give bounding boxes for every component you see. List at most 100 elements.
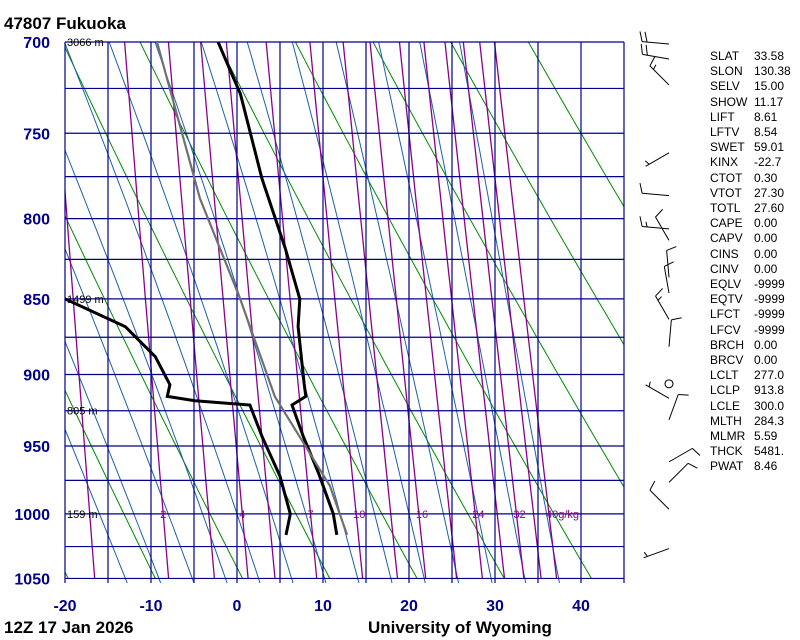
index-key: CINV xyxy=(710,261,739,276)
x-tick-label: 40 xyxy=(572,598,590,615)
mixing-ratio-line xyxy=(493,42,558,579)
index-key: LFCT xyxy=(710,307,740,322)
index-key: SLAT xyxy=(710,49,740,63)
wind-barb-flag xyxy=(640,43,643,55)
index-row: KINX -22.7 xyxy=(710,155,791,170)
x-tick-label: 10 xyxy=(314,598,332,615)
y-tick-label: 800 xyxy=(23,212,50,229)
mixing-ratio-label: 16 xyxy=(416,509,428,521)
wind-barb-staff xyxy=(642,226,670,230)
index-key: SELV xyxy=(710,79,740,94)
index-row: LCLT 277.0 xyxy=(710,368,791,383)
wind-barb-staff xyxy=(668,319,672,347)
wind-barb-flag xyxy=(645,44,648,56)
wind-barb-staff xyxy=(642,53,670,60)
index-key: KINX xyxy=(710,155,739,170)
index-row: CINV 0.00 xyxy=(710,262,791,277)
index-value: 0.00 xyxy=(754,231,778,246)
index-value: 0.00 xyxy=(754,337,778,352)
moist-adiabat xyxy=(291,42,426,583)
mixing-ratio-label: 4 xyxy=(239,509,245,521)
mixing-ratio-line xyxy=(398,42,458,579)
index-key: MLTH xyxy=(710,413,742,428)
height-label: 3066 m xyxy=(67,37,104,49)
y-tick-label: 1000 xyxy=(14,507,50,524)
index-key: LFCV xyxy=(710,322,741,337)
wind-barb-staff xyxy=(645,152,670,167)
index-row: LFTV 8.54 xyxy=(710,125,791,140)
labels: 700 750 800 850 900 950 1000 1050-20 -10 0 10 20 30 4… xyxy=(14,35,590,615)
index-value: 33.58 xyxy=(754,49,785,63)
index-value: 59.01 xyxy=(754,140,785,155)
wind-barb-flag xyxy=(649,56,656,67)
parcel-line xyxy=(155,42,349,536)
wind-barb-flag xyxy=(692,448,701,456)
y-tick-label: 950 xyxy=(23,439,50,456)
dry-adiabat xyxy=(294,42,592,579)
station-title: 47807 Fukuoka xyxy=(4,14,126,33)
height-label: 159 m xyxy=(67,509,98,521)
wind-barb-flag xyxy=(639,216,643,227)
index-row: SLAT 33.58 xyxy=(710,49,791,64)
wind-barb-flag xyxy=(671,317,682,321)
mixing-ratio-line xyxy=(65,182,96,579)
index-value: 27.30 xyxy=(754,185,785,200)
wind-barb-staff xyxy=(655,295,670,320)
index-key: SLON xyxy=(710,64,743,79)
x-tick-label: 20 xyxy=(400,598,418,615)
wind-barb-flag xyxy=(655,209,664,218)
background-lines xyxy=(0,23,624,583)
wind-barb-staff xyxy=(649,65,670,86)
mixing-ratio-line xyxy=(123,42,170,579)
index-value: 300.0 xyxy=(754,398,785,413)
index-key: BRCV xyxy=(710,353,744,368)
indices-panel: SLAT 33.58 SLON 130.38 SELV 15.00 SHOW 11.17 LIF… xyxy=(710,49,791,475)
height-label: 1499 m xyxy=(67,294,104,306)
index-value: 5.59 xyxy=(754,429,778,444)
wind-barb-half xyxy=(643,551,648,557)
index-value: 8.54 xyxy=(754,125,778,140)
wind-barb-half xyxy=(653,64,657,70)
index-row: TOTL 27.60 xyxy=(710,201,791,216)
index-key: THCK xyxy=(710,444,743,459)
index-value: 913.8 xyxy=(754,383,785,398)
index-key: LFTV xyxy=(710,125,740,140)
index-key: BRCH xyxy=(710,337,745,352)
mixing-ratio-label: 10 xyxy=(353,509,365,521)
wind-barb-staff xyxy=(642,192,670,197)
index-row: CTOT 0.30 xyxy=(710,171,791,186)
temperature-line xyxy=(216,42,339,536)
index-row: SELV 15.00 xyxy=(710,79,791,94)
index-row: CINS 0.00 xyxy=(710,247,791,262)
index-row: CAPV 0.00 xyxy=(710,231,791,246)
time-label: 12Z 17 Jan 2026 xyxy=(4,618,133,637)
wind-barb-staff xyxy=(642,41,670,45)
index-key: LCLE xyxy=(710,398,741,413)
index-row: LFCT -9999 xyxy=(710,307,791,322)
index-row: LIFT 8.61 xyxy=(710,110,791,125)
wind-barb-staff xyxy=(663,266,670,294)
wind-barb-staff xyxy=(643,548,670,559)
index-value: 0.00 xyxy=(754,216,778,231)
index-value: -9999 xyxy=(754,307,785,322)
wind-barb-flag xyxy=(644,31,648,43)
index-key: LIFT xyxy=(710,109,735,124)
mixing-ratio-label: 32 xyxy=(513,509,525,521)
wind-barb-flag xyxy=(639,31,643,42)
moist-adiabat xyxy=(246,42,393,583)
index-key: CAPV xyxy=(710,231,743,246)
index-row: SWET 59.01 xyxy=(710,140,791,155)
mixing-ratio-line xyxy=(0,23,5,578)
x-tick-label: -10 xyxy=(139,598,162,615)
wind-barb-flag xyxy=(655,288,664,297)
mixing-ratio-line xyxy=(369,42,427,579)
moist-adiabat xyxy=(65,428,128,583)
index-value: 27.60 xyxy=(754,201,785,216)
index-value: 8.61 xyxy=(754,109,778,124)
index-key: TOTL xyxy=(710,201,741,216)
index-value: 5481. xyxy=(754,444,785,459)
wind-barb-flag xyxy=(678,393,689,396)
index-row: SHOW 11.17 xyxy=(710,95,791,110)
index-row: PWAT 8.46 xyxy=(710,459,791,474)
